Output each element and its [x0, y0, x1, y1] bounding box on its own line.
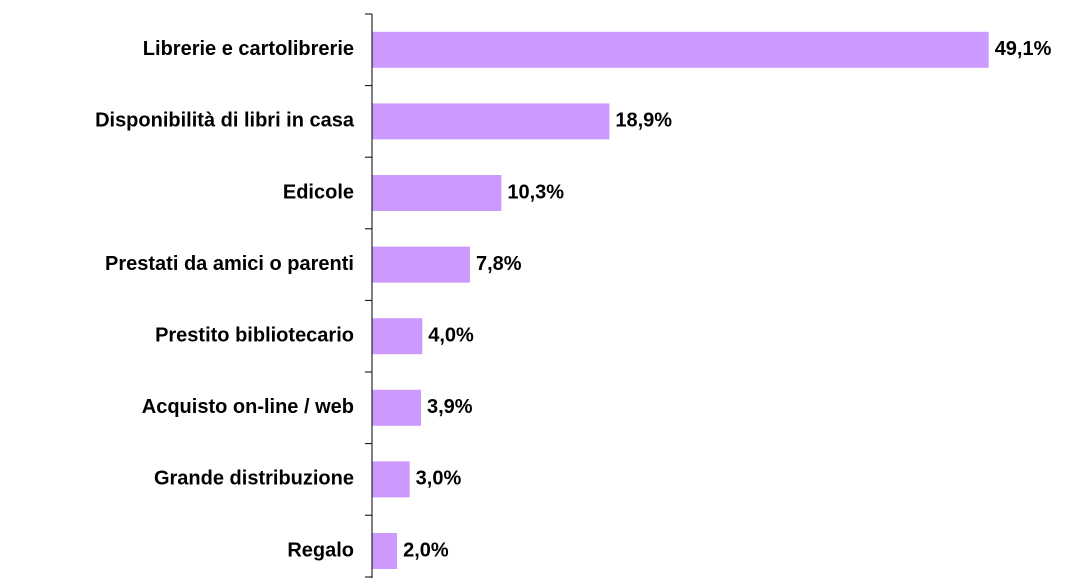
category-label: Prestito bibliotecario — [155, 324, 354, 346]
value-label: 3,0% — [416, 468, 462, 490]
value-label: 7,8% — [476, 253, 522, 275]
value-label: 10,3% — [507, 181, 564, 203]
bar — [372, 31, 989, 68]
bar — [372, 533, 398, 569]
category-label: Edicole — [283, 181, 354, 203]
bar — [372, 246, 470, 283]
bar — [372, 389, 421, 426]
bar — [372, 175, 502, 211]
bar — [372, 318, 423, 355]
value-label: 3,9% — [427, 396, 473, 418]
value-label: 2,0% — [403, 539, 449, 561]
bar — [372, 103, 610, 140]
category-label: Regalo — [287, 539, 354, 561]
bar — [372, 461, 410, 498]
value-label: 4,0% — [428, 324, 474, 346]
category-label: Prestati da amici o parenti — [105, 253, 354, 275]
category-label: Disponibilità di libri in casa — [95, 110, 355, 132]
category-label: Librerie e cartolibrerie — [143, 38, 354, 60]
value-label: 18,9% — [615, 110, 672, 132]
value-label: 49,1% — [995, 38, 1052, 60]
category-label: Grande distribuzione — [154, 468, 354, 490]
category-label: Acquisto on-line / web — [142, 396, 354, 418]
